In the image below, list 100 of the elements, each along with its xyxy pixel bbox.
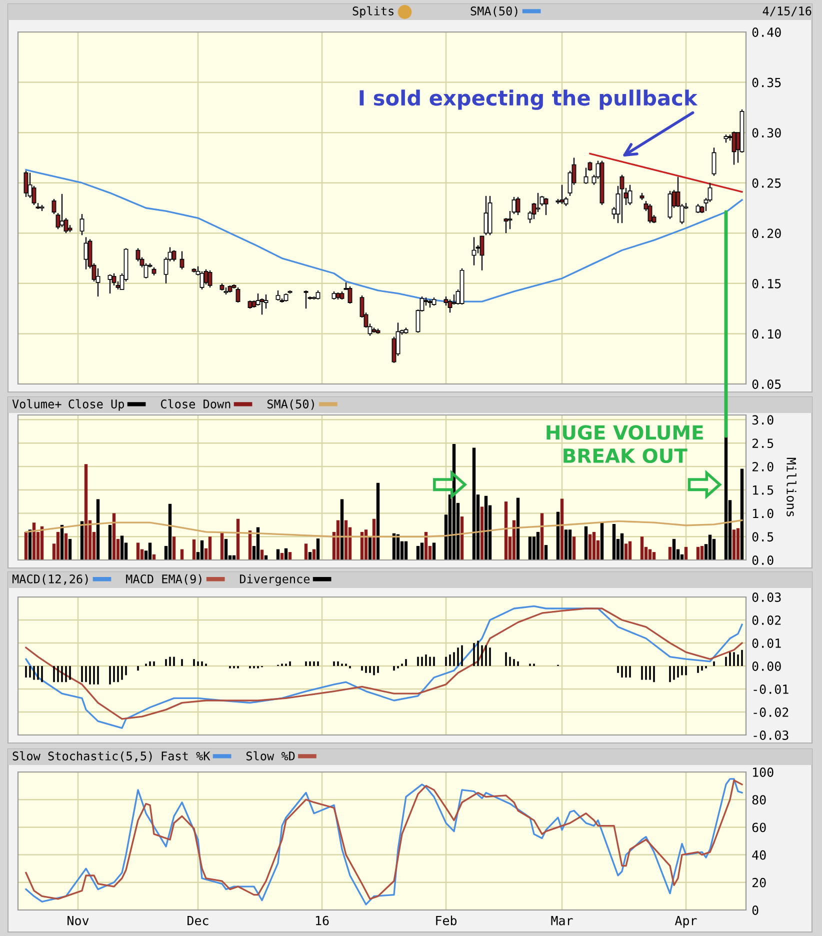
- bar: [592, 532, 596, 560]
- y-tick-label: 0.02: [752, 616, 781, 625]
- bar: [56, 532, 60, 560]
- y-tick-label: 20: [752, 878, 766, 888]
- bar: [568, 530, 572, 560]
- candlestick: [80, 213, 84, 236]
- bar: [712, 538, 716, 560]
- y-tick-label: 0.01: [752, 638, 781, 648]
- candlestick: [484, 195, 488, 236]
- bar: [736, 528, 740, 560]
- bar: [672, 538, 676, 560]
- y-tick-label: 0.00: [752, 662, 781, 671]
- x-tick-label: Apr: [674, 916, 697, 928]
- candlestick: [696, 203, 700, 214]
- bar: [108, 524, 112, 560]
- bar: [96, 499, 100, 560]
- y-tick-label: 2.5: [752, 438, 774, 448]
- y-tick-label: -0.02: [754, 708, 788, 717]
- x-tick-label: Dec: [188, 916, 208, 926]
- y-axis-title: Millions: [786, 458, 796, 516]
- y-tick-label: 0.03: [752, 592, 781, 602]
- bar: [588, 534, 592, 560]
- y-tick-label: 0.25: [752, 178, 781, 188]
- candlestick: [560, 184, 564, 205]
- bar: [560, 498, 564, 560]
- bar: [340, 499, 344, 560]
- bar: [120, 536, 124, 560]
- candlestick: [24, 170, 28, 198]
- bar: [700, 546, 704, 560]
- annotation: I sold expecting the pullback: [360, 90, 698, 110]
- bar: [624, 544, 628, 560]
- y-tick-label: 3.0: [752, 415, 774, 425]
- bar: [612, 524, 616, 560]
- x-tick-label: Mar: [551, 916, 573, 926]
- candlestick: [480, 236, 484, 271]
- candlestick: [620, 174, 624, 224]
- bar: [24, 532, 28, 560]
- bar: [484, 496, 488, 560]
- bar: [200, 540, 204, 560]
- candlestick: [276, 290, 280, 302]
- candlestick: [668, 190, 672, 220]
- y-tick-label: 0: [752, 906, 758, 915]
- candlestick: [628, 184, 632, 206]
- y-tick-label: -0.01: [754, 684, 788, 694]
- bar: [260, 550, 264, 560]
- bar: [584, 526, 588, 560]
- legend-title: Volume+: [12, 399, 62, 408]
- bar: [180, 549, 184, 560]
- candlestick: [448, 298, 452, 314]
- bar: [516, 498, 520, 560]
- y-tick-label: 0.5: [752, 532, 774, 542]
- bar: [536, 532, 540, 560]
- candlestick: [52, 198, 56, 215]
- candlestick: [304, 290, 308, 310]
- y-tick-label: 0.35: [752, 78, 781, 88]
- bar: [708, 534, 712, 560]
- bar: [336, 520, 340, 560]
- y-tick-label: 0.10: [752, 329, 781, 339]
- candlestick: [544, 197, 548, 216]
- bar: [620, 533, 624, 560]
- candlestick: [96, 268, 100, 298]
- candlestick: [260, 298, 264, 316]
- bar: [344, 520, 348, 560]
- bar: [304, 544, 308, 560]
- bar: [68, 538, 72, 560]
- bar: [564, 530, 568, 560]
- legend-label: SMA(50): [470, 6, 518, 17]
- bar: [172, 536, 176, 560]
- y-tick-label: 0.0: [752, 556, 774, 565]
- bar: [112, 513, 116, 560]
- bar: [224, 538, 228, 560]
- x-tick-label: Feb: [436, 916, 457, 926]
- y-tick-label: 80: [752, 795, 766, 805]
- legend-label: Slow %D: [246, 751, 295, 760]
- candlestick: [60, 193, 64, 228]
- bar: [600, 522, 604, 560]
- candlestick: [516, 196, 520, 216]
- legend-title: Slow Stochastic(5,5): [12, 751, 152, 762]
- bar: [276, 549, 280, 560]
- bar: [540, 513, 544, 560]
- line-series: [25, 519, 743, 538]
- candlestick: [200, 270, 204, 290]
- bar: [416, 546, 420, 560]
- bar: [724, 436, 728, 560]
- bar: [628, 541, 632, 560]
- y-tick-label: 1.0: [753, 508, 774, 518]
- bar: [648, 549, 652, 560]
- bar: [376, 482, 380, 560]
- bar: [136, 542, 140, 560]
- y-tick-label: 1.5: [753, 486, 774, 495]
- bar: [208, 536, 212, 560]
- bar: [640, 536, 644, 560]
- candlestick: [452, 294, 456, 306]
- candlestick: [208, 270, 212, 288]
- x-tick-label: 16: [316, 916, 329, 926]
- candlestick: [108, 274, 112, 294]
- bar: [432, 542, 436, 560]
- y-tick-label: 0.30: [752, 128, 781, 138]
- y-tick-label: 100: [753, 768, 774, 777]
- candlestick: [536, 192, 540, 213]
